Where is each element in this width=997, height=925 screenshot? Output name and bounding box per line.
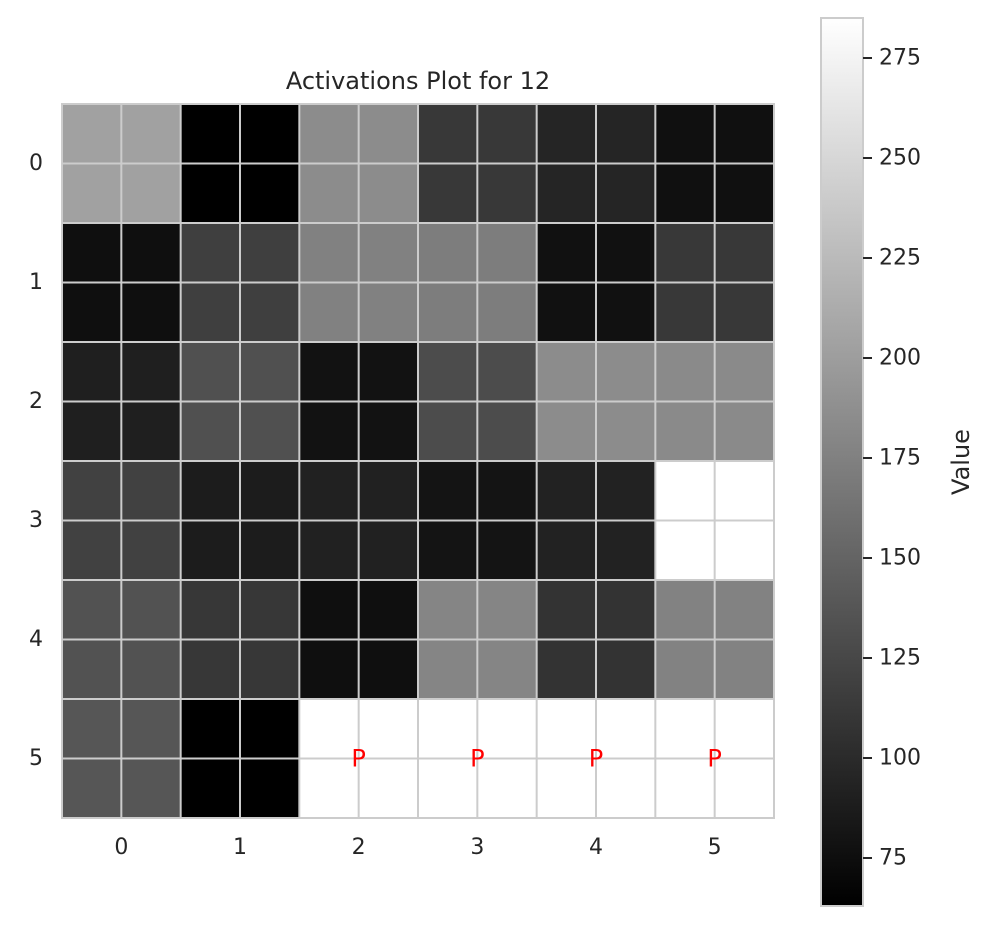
- colorbar-tick-label: 250: [879, 146, 921, 171]
- x-tick-label: 0: [114, 835, 128, 860]
- cell-mark-r5-c3: P: [470, 745, 484, 773]
- colorbar: 75 100 125 150 175 200 225 250 275 Value: [820, 17, 975, 907]
- x-axis: 0 1 2 3 4 5: [114, 835, 721, 860]
- gridlines: [62, 104, 774, 818]
- cell-mark-r5-c4: P: [589, 745, 603, 773]
- colorbar-tick-label: 275: [879, 46, 921, 71]
- colorbar-tick-label: 150: [879, 546, 921, 571]
- colorbar-tick-label: 100: [879, 746, 921, 771]
- cell-mark-r5-c2: P: [351, 745, 365, 773]
- x-tick-label: 2: [352, 835, 366, 860]
- plot-frame: [61, 103, 775, 819]
- y-axis: 0 1 2 3 4 5: [29, 151, 43, 771]
- colorbar-tick-label: 200: [879, 346, 921, 371]
- y-tick-label: 2: [29, 389, 43, 414]
- colorbar-tick-label: 175: [879, 446, 921, 471]
- colorbar-ticks: 75 100 125 150 175 200 225 250 275: [863, 46, 921, 871]
- y-tick-label: 0: [29, 151, 43, 176]
- colorbar-tick-label: 225: [879, 246, 921, 271]
- chart-title: Activations Plot for 12: [286, 67, 550, 95]
- x-tick-label: 3: [470, 835, 484, 860]
- y-tick-label: 5: [29, 746, 43, 771]
- colorbar-gradient: [820, 17, 864, 907]
- x-tick-label: 1: [233, 835, 247, 860]
- y-tick-label: 1: [29, 270, 43, 295]
- colorbar-tick-label: 125: [879, 646, 921, 671]
- y-tick-label: 4: [29, 627, 43, 652]
- x-tick-label: 4: [589, 835, 603, 860]
- x-tick-label: 5: [708, 835, 722, 860]
- cell-mark-r5-c5: P: [707, 745, 721, 773]
- colorbar-tick-label: 75: [879, 846, 907, 871]
- colorbar-label: Value: [947, 429, 975, 495]
- y-tick-label: 3: [29, 508, 43, 533]
